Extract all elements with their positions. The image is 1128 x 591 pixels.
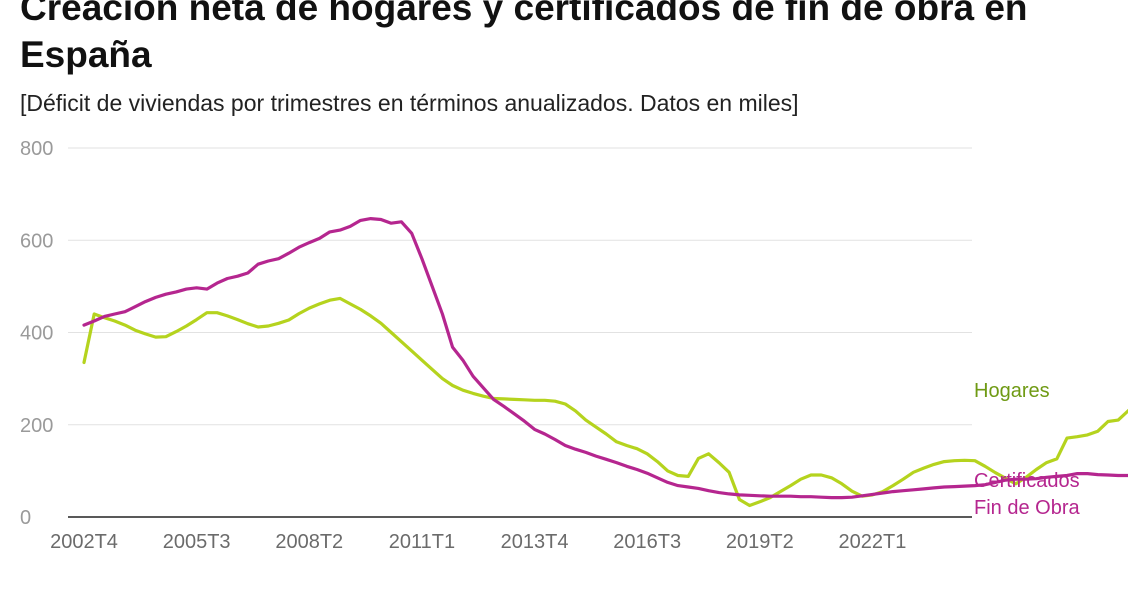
y-tick-label: 0 (20, 507, 31, 529)
series-label-certificados: Certificados (974, 470, 1080, 492)
x-tick-label: 2016T3 (613, 531, 681, 553)
x-tick-label: 2019T2 (726, 531, 794, 553)
x-tick-label: 2011T1 (389, 531, 455, 553)
x-tick-label: 2022T1 (839, 531, 907, 553)
chart-title: Creación neta de hogares y certificados … (20, 0, 1028, 75)
x-tick-label: 2013T4 (501, 531, 569, 553)
y-axis-ticks: 0 200 400 600 800 (20, 138, 53, 529)
y-tick-label: 200 (20, 415, 53, 437)
x-tick-label: 2008T2 (275, 531, 343, 553)
series-line-hogares (82, 296, 1128, 508)
series-labels: Hogares Certificados Fin de Obra (974, 380, 1080, 519)
x-axis-ticks: 2002T4 2005T3 2008T2 2011T1 2013T4 2016T3 2019… (50, 531, 906, 553)
x-tick-label: 2005T3 (163, 531, 231, 553)
y-tick-label: 400 (20, 323, 53, 345)
y-tick-label: 600 (20, 230, 53, 252)
y-tick-label: 800 (20, 138, 53, 160)
series-line-certificados (82, 217, 1128, 500)
chart-subtitle: [Déficit de viviendas por trimestres en … (20, 90, 799, 116)
x-tick-label: 2002T4 (50, 531, 118, 553)
series-label-hogares: Hogares (974, 380, 1050, 402)
series-lines (82, 217, 1128, 508)
series-label-certificados: Fin de Obra (974, 497, 1080, 519)
grid-lines (68, 147, 972, 518)
